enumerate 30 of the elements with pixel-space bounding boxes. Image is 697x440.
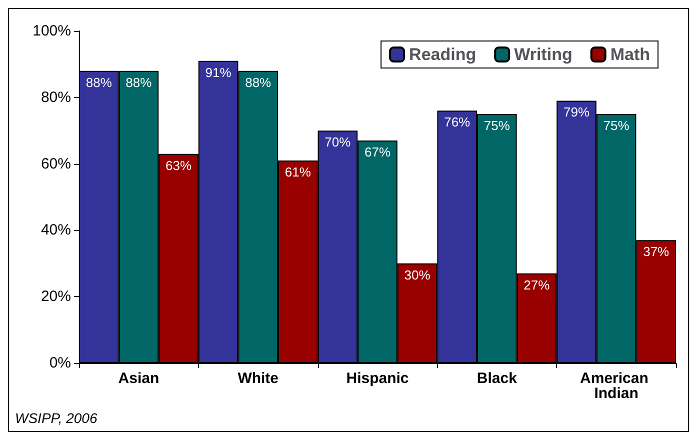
data-label: 67% — [364, 144, 391, 160]
data-label: 61% — [284, 164, 312, 180]
y-tick-label: 0% — [49, 354, 71, 372]
data-label: 75% — [603, 118, 630, 133]
y-tick-label: 60% — [40, 155, 71, 172]
x-tick-label: Hispanic — [346, 370, 409, 387]
legend-label: Reading — [409, 45, 476, 64]
x-tick-label: American Indian — [580, 370, 653, 402]
data-label: 70% — [324, 134, 352, 150]
data-label: 76% — [444, 114, 471, 130]
data-label: 88% — [126, 74, 152, 90]
x-tick-label: White — [238, 370, 279, 387]
text: WSIPP, 2006 — [15, 410, 98, 426]
y-tick-label: 100% — [32, 22, 71, 40]
y-tick-label: 20% — [40, 288, 71, 306]
x-tick-label: Asian — [118, 370, 160, 387]
legend-label: Writing — [514, 45, 572, 64]
y-tick-label: 40% — [40, 222, 71, 239]
data-label: 37% — [643, 244, 670, 260]
data-label: 63% — [165, 158, 192, 173]
data-label: 30% — [404, 267, 431, 282]
data-label: 88% — [86, 74, 112, 90]
legend-label: Math — [610, 45, 650, 64]
data-label: 91% — [205, 64, 232, 80]
data-label: 27% — [524, 277, 550, 292]
x-tick-label: Black — [476, 370, 518, 387]
data-label: 79% — [563, 104, 590, 120]
data-label: 88% — [245, 74, 272, 90]
data-label: 75% — [484, 118, 510, 133]
y-tick-label: 80% — [40, 88, 71, 106]
